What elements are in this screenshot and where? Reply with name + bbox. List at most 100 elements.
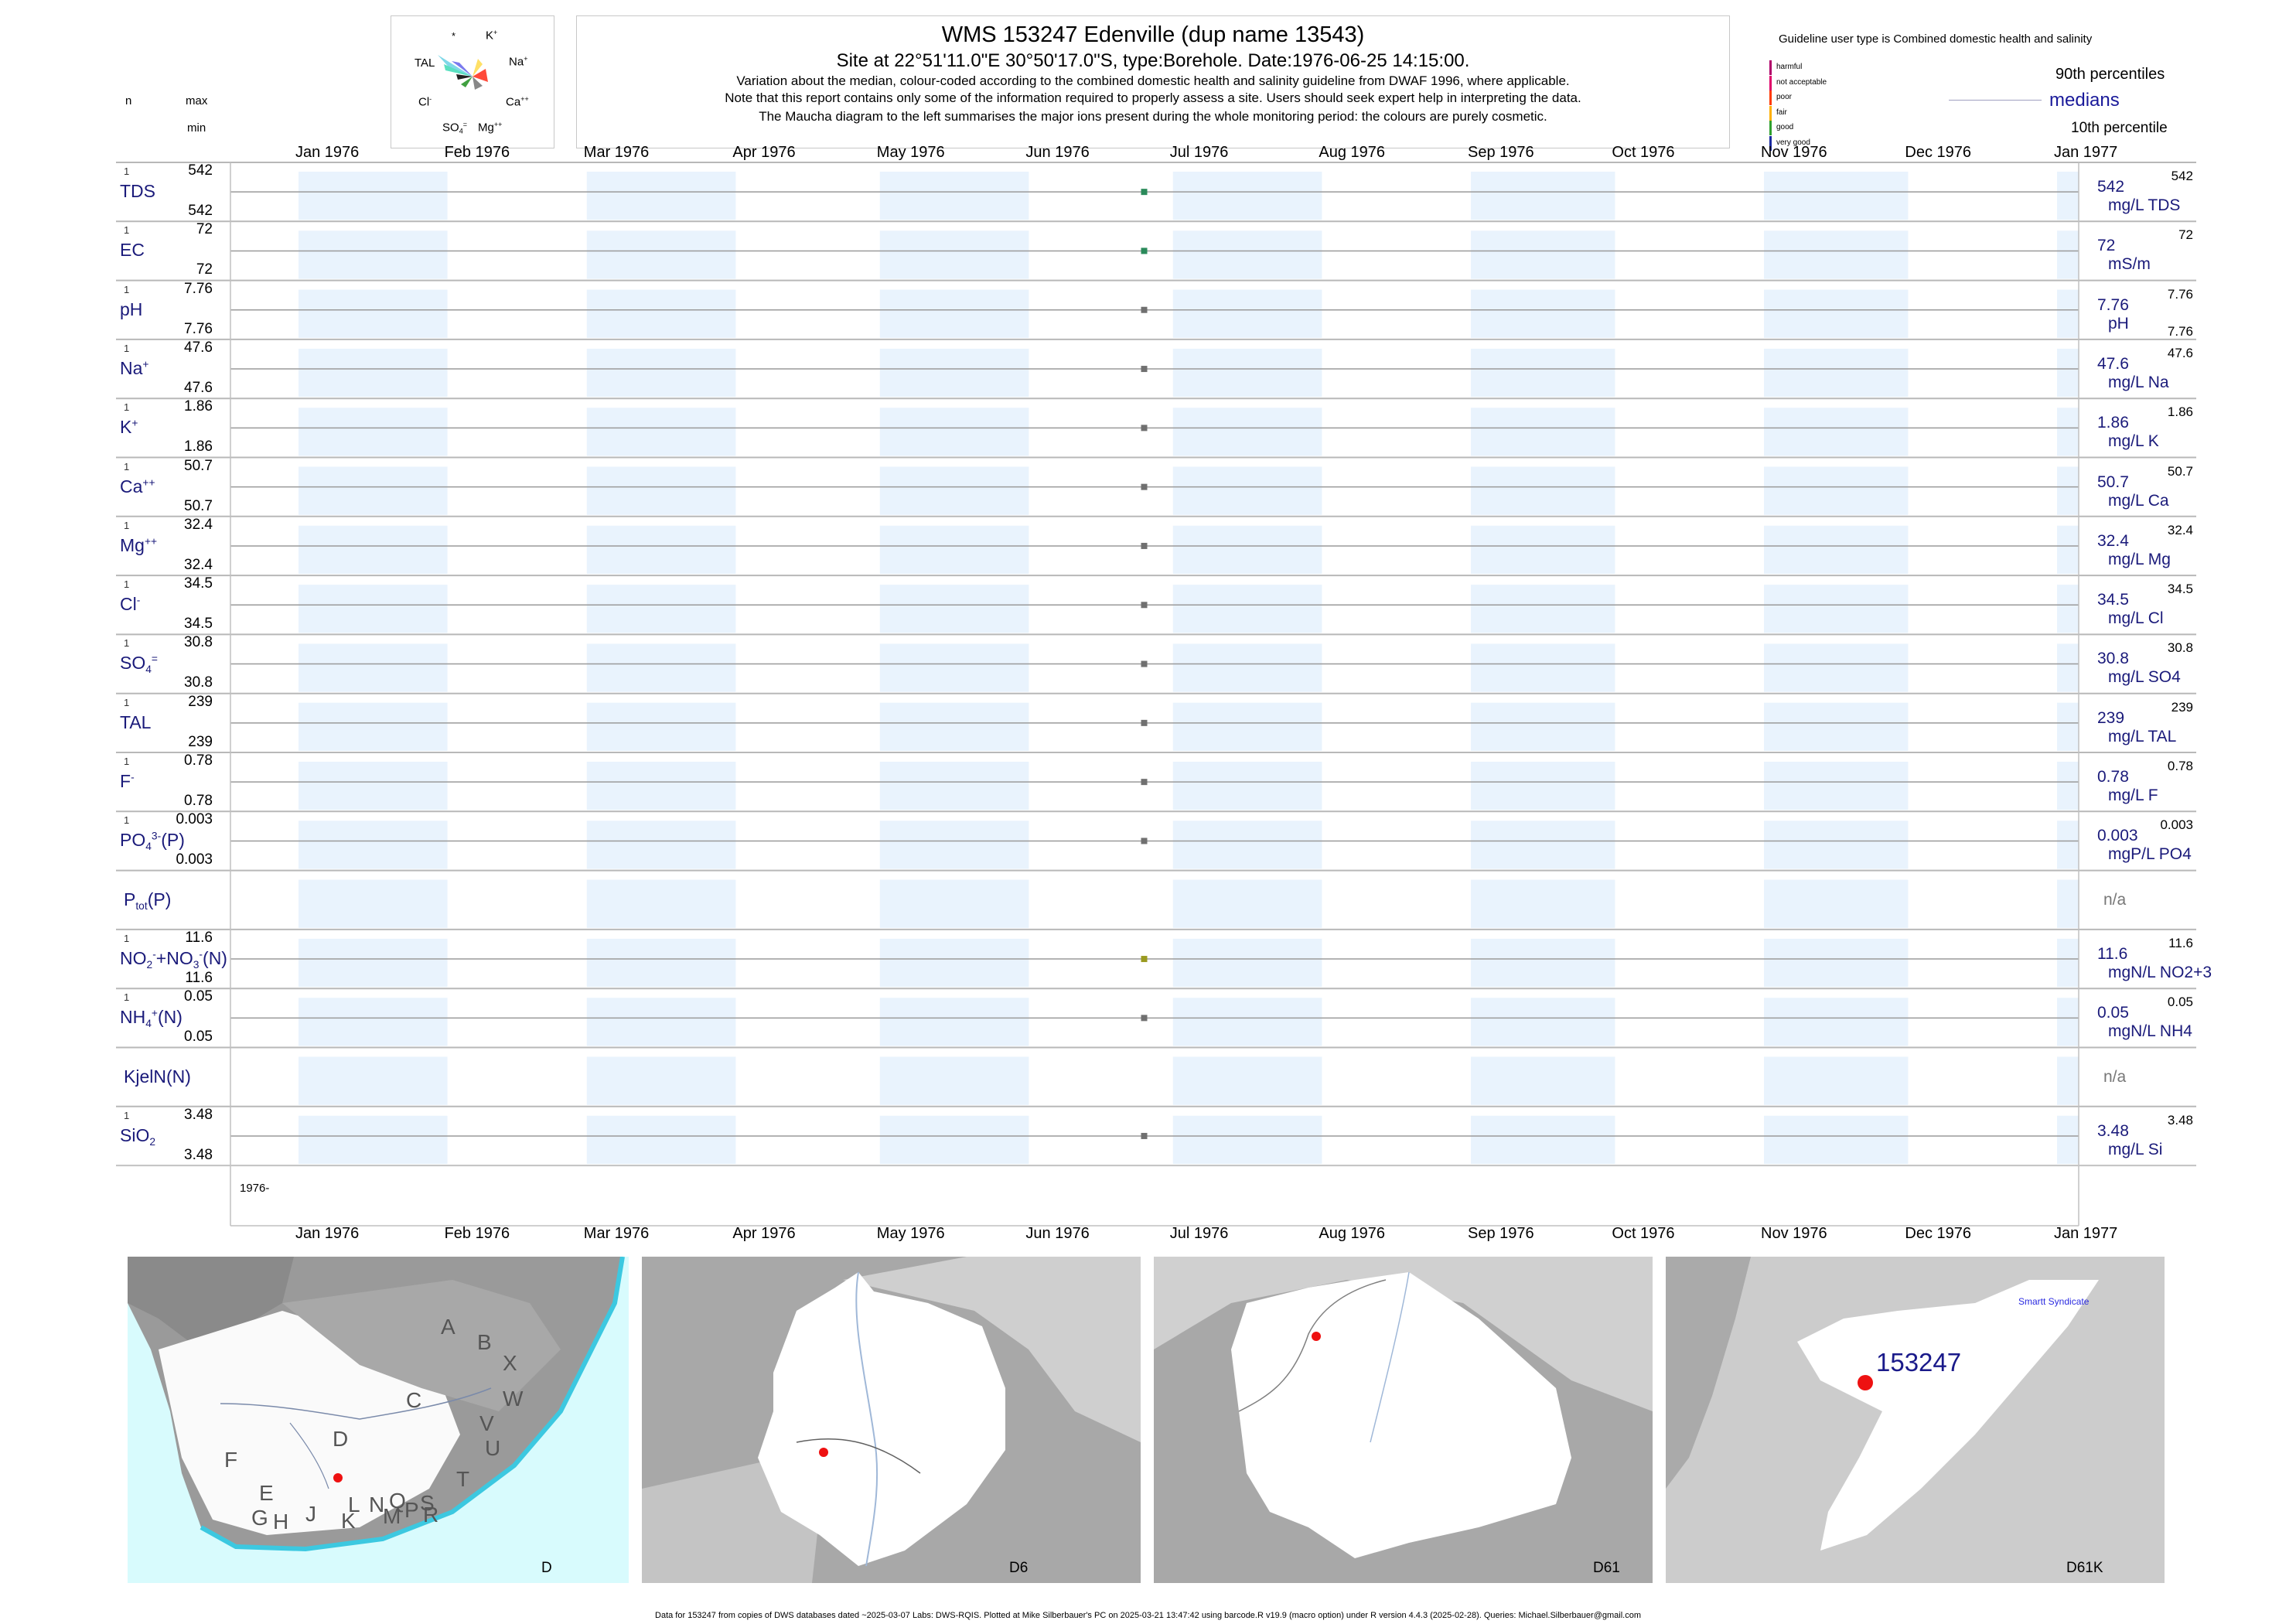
row-min: 34.5 <box>184 616 213 633</box>
row-median: 72 <box>2097 237 2116 255</box>
month-shade <box>1764 348 1909 397</box>
month-shade <box>1471 348 1615 397</box>
row-unit: mgN/L NH4 <box>2108 1022 2192 1041</box>
month-label-bottom: Dec 1976 <box>1905 1225 1972 1242</box>
row-unit: mS/m <box>2108 255 2151 274</box>
row-label-so4: SO4= <box>120 653 158 676</box>
legend-p10: 10th percentile <box>2071 120 2168 136</box>
row-unit: mg/L Mg <box>2108 550 2171 568</box>
data-point-f <box>1141 779 1148 786</box>
row-p90: 542 <box>2171 169 2193 183</box>
header-n: n <box>125 94 132 107</box>
month-shade <box>586 1056 736 1105</box>
month-label-top: Nov 1976 <box>1761 144 1827 161</box>
guideline-swatch <box>1769 121 1772 135</box>
row-n: 1 <box>124 696 130 708</box>
row-p90: 0.003 <box>2160 817 2193 833</box>
month-shade <box>1172 408 1322 456</box>
month-shade <box>2057 879 2079 928</box>
month-shade <box>2057 702 2079 751</box>
month-shade <box>1172 998 1322 1046</box>
data-point-nox <box>1141 956 1148 963</box>
row-label-ptot: Ptot(P) <box>124 889 172 912</box>
month-label-top: Apr 1976 <box>732 144 796 161</box>
guideline-swatch <box>1769 135 1772 151</box>
region-label: B <box>477 1330 492 1354</box>
map-label-d6: D6 <box>1009 1560 1029 1576</box>
map-d6: D6 <box>642 1257 1141 1583</box>
month-shade <box>2057 289 2079 338</box>
row-max: 1.86 <box>184 398 213 415</box>
month-shade <box>586 289 736 338</box>
row-median: 32.4 <box>2097 531 2129 550</box>
maucha-label-tal: TAL <box>415 56 435 70</box>
row-label-ph: pH <box>120 299 143 319</box>
row-median: 50.7 <box>2097 473 2129 491</box>
row-label-po4: PO43-(P) <box>120 830 185 853</box>
month-shade <box>1471 998 1615 1046</box>
note-line-1: Variation about the median, colour-coded… <box>736 73 1570 88</box>
site-marker-d6 <box>819 1448 828 1457</box>
month-shade <box>879 879 1029 928</box>
month-label-top: May 1976 <box>876 144 945 161</box>
month-label-bottom: Nov 1976 <box>1761 1225 1827 1242</box>
maucha-label-mg: Mg++ <box>478 121 503 135</box>
data-point-tds <box>1141 189 1148 196</box>
chart-plot-area <box>116 162 2196 1227</box>
row-p90: 11.6 <box>2168 935 2193 950</box>
month-shade <box>1172 1115 1322 1165</box>
month-label-bottom: May 1976 <box>876 1225 945 1242</box>
row-n: 1 <box>124 224 130 237</box>
row-median: 34.5 <box>2097 591 2129 609</box>
month-shade <box>879 525 1029 575</box>
month-label-top: Oct 1976 <box>1612 144 1675 161</box>
region-label: G <box>251 1506 268 1530</box>
region-label: U <box>485 1436 501 1460</box>
month-shade <box>1172 702 1322 751</box>
month-label-top: Sep 1976 <box>1468 144 1534 161</box>
guideline-level-label: fair <box>1776 107 1787 117</box>
map-label-d61: D61 <box>1593 1560 1620 1576</box>
month-shade <box>2057 938 2079 988</box>
region-label: K <box>341 1509 356 1533</box>
region-label: S <box>420 1491 435 1515</box>
month-shade <box>1764 585 1909 633</box>
row-max: 239 <box>188 693 213 710</box>
row-median: 542 <box>2097 178 2125 196</box>
month-shade <box>1172 348 1322 397</box>
row-max: 542 <box>188 162 213 179</box>
row-max: 30.8 <box>184 634 213 651</box>
month-shade <box>1471 1056 1615 1105</box>
map-south-africa-drawing <box>128 1257 625 1552</box>
month-shade <box>586 172 736 220</box>
month-shade <box>879 408 1029 456</box>
month-shade <box>1172 525 1322 575</box>
row-median: 11.6 <box>2097 944 2128 963</box>
row-p90: 1.86 <box>2167 404 2193 420</box>
region-label: V <box>479 1411 494 1435</box>
row-p90: 0.78 <box>2167 759 2193 773</box>
month-label-bottom: Oct 1976 <box>1612 1225 1675 1242</box>
region-label: X <box>503 1351 517 1375</box>
row-max: 34.5 <box>184 575 213 592</box>
row-unit: mg/L TDS <box>2108 196 2181 214</box>
month-shade <box>1764 702 1909 751</box>
month-label-top: Mar 1976 <box>583 144 650 161</box>
row-p90: 239 <box>2171 699 2193 715</box>
row-min: 0.78 <box>184 793 213 809</box>
maucha-star: * <box>452 30 456 42</box>
month-shade <box>1764 466 1909 515</box>
row-max: 11.6 <box>185 929 213 946</box>
month-shade <box>586 230 736 279</box>
month-shade <box>586 879 736 928</box>
month-shade <box>1764 879 1909 928</box>
region-label: T <box>456 1467 470 1491</box>
month-shade <box>879 643 1029 692</box>
month-label-bottom: Jan 1976 <box>295 1225 360 1242</box>
maucha-label-so4: SO4= <box>442 121 467 135</box>
month-shade <box>2057 585 2079 633</box>
map-site-id: 153247 <box>1876 1348 1962 1377</box>
month-shade <box>1172 466 1322 515</box>
data-point-po4 <box>1141 838 1148 844</box>
row-unit: mgN/L NO2+3 <box>2108 963 2212 981</box>
